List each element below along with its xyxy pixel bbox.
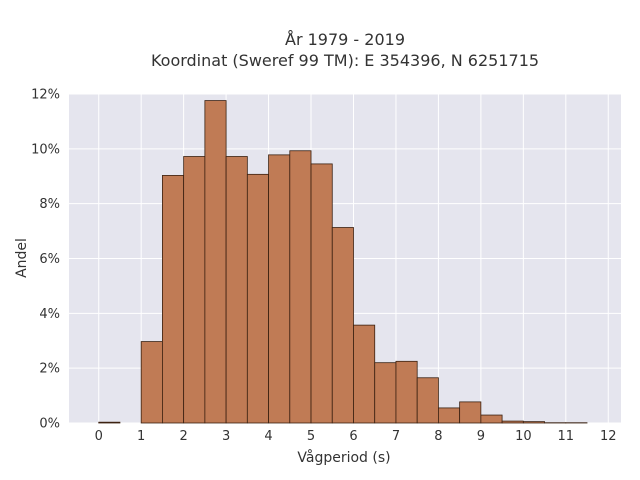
x-axis-ticks: 0 1 2 3 4 5 6 7 8 9 10 11 12 <box>95 429 617 444</box>
y-tick-label: 8% <box>39 197 60 212</box>
x-tick-label: 2 <box>180 429 188 444</box>
histogram-bar <box>438 407 461 424</box>
x-tick-label: 3 <box>222 429 230 444</box>
histogram-bar <box>331 227 354 424</box>
histogram-bar <box>183 156 206 424</box>
x-tick-label: 1 <box>137 429 145 444</box>
x-tick-label: 8 <box>434 429 442 444</box>
histogram-bar <box>522 421 545 424</box>
x-tick-label: 12 <box>600 429 617 444</box>
x-tick-label: 11 <box>558 429 575 444</box>
x-tick-label: 4 <box>264 429 272 444</box>
y-tick-label: 6% <box>39 252 60 267</box>
histogram-bar <box>501 420 524 424</box>
y-axis-ticks: 0% 2% 4% 6% 8% 10% 12% <box>31 88 60 432</box>
histogram-bar <box>480 414 503 424</box>
histogram-bar <box>459 401 482 424</box>
histogram-bar <box>310 163 333 424</box>
histogram-bar <box>289 150 312 424</box>
histogram-bar <box>204 100 227 424</box>
chart-title: År 1979 - 2019 <box>285 30 405 49</box>
histogram-bar <box>140 341 163 424</box>
histogram-bar <box>395 360 418 424</box>
y-tick-label: 4% <box>39 307 60 322</box>
x-tick-label: 0 <box>95 429 103 444</box>
histogram-bar <box>98 421 121 424</box>
y-axis-label: Andel <box>14 238 30 278</box>
histogram-bar <box>353 324 376 424</box>
histogram-bar <box>416 377 439 424</box>
bars <box>98 100 588 424</box>
histogram-bar <box>268 154 291 424</box>
histogram-bar <box>162 175 185 424</box>
histogram-bar <box>225 156 248 424</box>
x-tick-label: 5 <box>307 429 315 444</box>
histogram-bar <box>374 362 397 424</box>
x-tick-label: 10 <box>515 429 532 444</box>
x-axis-label: Vågperiod (s) <box>297 449 390 466</box>
chart-subtitle: Koordinat (Sweref 99 TM): E 354396, N 62… <box>151 51 539 70</box>
y-tick-label: 12% <box>31 88 60 103</box>
x-tick-label: 9 <box>477 429 485 444</box>
y-tick-label: 2% <box>39 362 60 377</box>
y-tick-label: 0% <box>39 417 60 432</box>
x-tick-label: 6 <box>349 429 357 444</box>
y-tick-label: 10% <box>31 142 60 157</box>
x-tick-label: 7 <box>392 429 400 444</box>
histogram-bar <box>246 173 269 424</box>
